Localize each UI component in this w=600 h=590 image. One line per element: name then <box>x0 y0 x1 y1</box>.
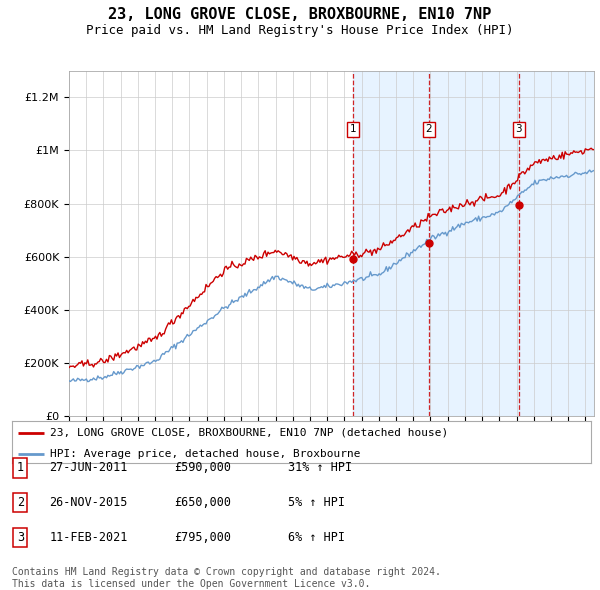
Text: 3: 3 <box>515 124 522 135</box>
Text: 5% ↑ HPI: 5% ↑ HPI <box>288 496 345 509</box>
Text: 31% ↑ HPI: 31% ↑ HPI <box>288 461 352 474</box>
Text: 1: 1 <box>17 461 24 474</box>
Text: 3: 3 <box>17 531 24 544</box>
Text: £650,000: £650,000 <box>174 496 231 509</box>
Text: £795,000: £795,000 <box>174 531 231 544</box>
Text: 11-FEB-2021: 11-FEB-2021 <box>49 531 128 544</box>
Text: 27-JUN-2011: 27-JUN-2011 <box>49 461 128 474</box>
Text: 1: 1 <box>350 124 356 135</box>
Text: Contains HM Land Registry data © Crown copyright and database right 2024.
This d: Contains HM Land Registry data © Crown c… <box>12 567 441 589</box>
Text: 2: 2 <box>425 124 432 135</box>
Text: Price paid vs. HM Land Registry's House Price Index (HPI): Price paid vs. HM Land Registry's House … <box>86 24 514 37</box>
Text: £590,000: £590,000 <box>174 461 231 474</box>
Bar <box>429 71 518 416</box>
Bar <box>518 71 594 416</box>
Bar <box>353 71 429 416</box>
Text: 26-NOV-2015: 26-NOV-2015 <box>49 496 128 509</box>
Text: 6% ↑ HPI: 6% ↑ HPI <box>288 531 345 544</box>
Text: HPI: Average price, detached house, Broxbourne: HPI: Average price, detached house, Brox… <box>50 449 360 459</box>
Text: 2: 2 <box>17 496 24 509</box>
Text: 23, LONG GROVE CLOSE, BROXBOURNE, EN10 7NP (detached house): 23, LONG GROVE CLOSE, BROXBOURNE, EN10 7… <box>50 428 448 438</box>
Text: 23, LONG GROVE CLOSE, BROXBOURNE, EN10 7NP: 23, LONG GROVE CLOSE, BROXBOURNE, EN10 7… <box>109 7 491 22</box>
